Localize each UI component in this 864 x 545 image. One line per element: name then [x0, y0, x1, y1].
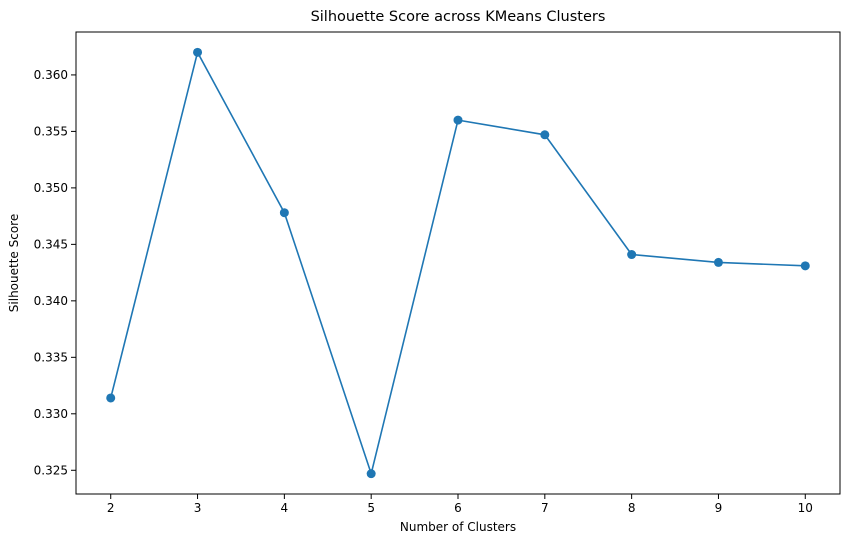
x-tick-label: 2 — [107, 501, 115, 515]
x-tick-label: 4 — [281, 501, 289, 515]
data-point — [540, 130, 550, 140]
y-tick-label: 0.355 — [34, 124, 68, 138]
x-axis-label: Number of Clusters — [400, 520, 516, 534]
data-point — [279, 208, 289, 218]
data-point — [453, 115, 463, 125]
chart-title: Silhouette Score across KMeans Clusters — [311, 9, 606, 25]
series-points — [106, 47, 810, 479]
y-tick-label: 0.335 — [34, 350, 68, 364]
x-tick-label: 3 — [194, 501, 202, 515]
y-axis-label: Silhouette Score — [7, 214, 21, 312]
y-tick-label: 0.360 — [34, 68, 68, 82]
y-axis: 0.325 0.330 0.335 0.340 0.345 0.350 0.355 0.360 — [34, 68, 76, 477]
y-tick-label: 0.340 — [34, 294, 68, 308]
x-tick-label: 5 — [367, 501, 375, 515]
x-tick-label: 6 — [454, 501, 462, 515]
x-tick-label: 9 — [715, 501, 723, 515]
x-tick-label: 10 — [798, 501, 813, 515]
series-line-silhouette-score — [109, 50, 806, 477]
y-tick-label: 0.325 — [34, 463, 68, 477]
y-tick-label: 0.330 — [34, 407, 68, 421]
x-tick-label: 8 — [628, 501, 636, 515]
data-point — [193, 47, 203, 57]
data-point — [800, 261, 810, 271]
data-point — [366, 469, 376, 479]
data-point — [627, 250, 637, 260]
y-tick-label: 0.345 — [34, 237, 68, 251]
x-tick-label: 7 — [541, 501, 549, 515]
data-point — [106, 393, 116, 403]
x-axis: 2 3 4 5 6 7 8 9 10 — [107, 494, 813, 515]
data-point — [713, 257, 723, 267]
y-tick-label: 0.350 — [34, 181, 68, 195]
